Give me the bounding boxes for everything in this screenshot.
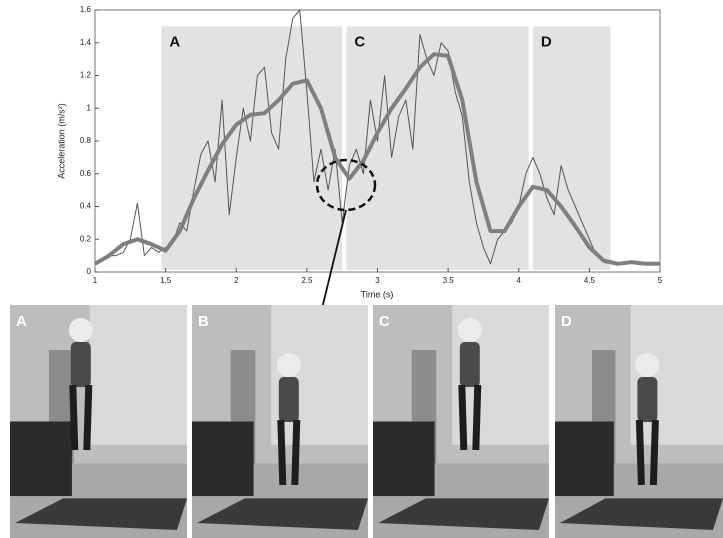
x-tick-label: 4: [517, 276, 522, 285]
photo-label: C: [379, 313, 390, 330]
region-label: D: [541, 33, 552, 50]
photo-label: A: [16, 313, 27, 330]
region-label: A: [169, 33, 180, 50]
photo-panel: B: [192, 305, 368, 538]
stairs: [555, 422, 614, 497]
face-blur: [277, 353, 301, 377]
face-blur: [69, 318, 93, 342]
y-tick-label: 1: [87, 103, 92, 112]
face-blur: [458, 318, 482, 342]
photo-label: B: [198, 313, 209, 330]
y-tick-label: 1.2: [80, 71, 92, 80]
person-body: [637, 377, 657, 422]
y-tick-label: 0.2: [80, 234, 92, 243]
x-tick-label: 2: [234, 276, 239, 285]
face-blur: [635, 353, 659, 377]
x-tick-label: 3.5: [443, 276, 455, 285]
figure: Acceleration (m/s²) Time (s) A C D 1 1.5 2 2.5…: [0, 0, 723, 538]
stairs: [10, 422, 72, 497]
x-tick-label: 3: [375, 276, 380, 285]
photo-panel: D: [555, 305, 723, 538]
wall-light: [90, 305, 187, 445]
y-tick-label: 1.4: [80, 38, 92, 47]
x-tick-label: 2.5: [301, 276, 313, 285]
y-tick-label: 1.6: [80, 5, 92, 14]
region-label: C: [354, 33, 365, 50]
y-tick-label: 0.4: [80, 202, 92, 211]
shaded-region: [533, 26, 611, 270]
y-axis-title: Acceleration (m/s²): [56, 103, 66, 179]
person-body: [460, 342, 480, 387]
x-tick-label: 1.5: [160, 276, 172, 285]
stairs: [373, 422, 435, 497]
x-tick-label: 4.5: [584, 276, 596, 285]
x-axis-title: Time (s): [361, 289, 394, 299]
y-tick-label: 0.8: [80, 136, 92, 145]
shaded-region: [161, 26, 342, 270]
photo-panel: C: [373, 305, 549, 538]
photo-label: D: [561, 313, 572, 330]
photo-panel: A: [10, 305, 187, 538]
shaded-region: [346, 26, 528, 270]
y-tick-label: 0: [87, 267, 92, 276]
x-tick-label: 1: [93, 276, 98, 285]
person-body: [71, 342, 91, 387]
person-body: [279, 377, 299, 422]
stairs: [192, 422, 254, 497]
x-tick-label: 5: [658, 276, 663, 285]
y-tick-label: 0.6: [80, 169, 92, 178]
